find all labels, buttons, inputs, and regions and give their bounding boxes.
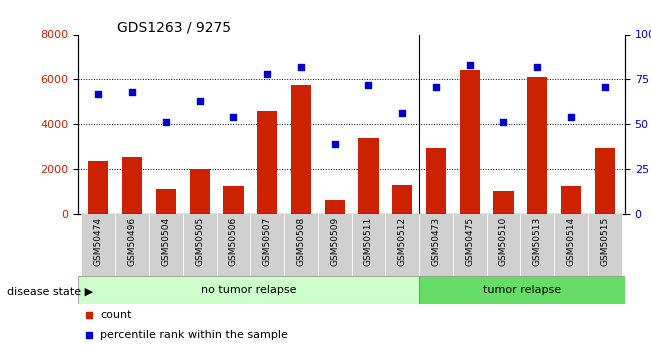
Bar (189, 169, 210, 214)
Bar (223, 186, 243, 214)
Text: GSM50507: GSM50507 (262, 217, 271, 266)
Bar (325, 200, 345, 214)
Text: disease state ▶: disease state ▶ (7, 287, 92, 296)
Point (566, 114, 576, 120)
Text: GSM50474: GSM50474 (94, 217, 103, 266)
Bar (561, 186, 581, 214)
Bar (250, 214, 284, 276)
Bar (257, 111, 277, 214)
Bar (520, 214, 554, 276)
Point (262, 71, 272, 77)
Text: GSM50504: GSM50504 (161, 217, 171, 266)
Text: GSM50506: GSM50506 (229, 217, 238, 266)
Bar (291, 85, 311, 214)
Text: GSM50513: GSM50513 (533, 217, 542, 266)
Bar (156, 189, 176, 214)
Bar (554, 214, 588, 276)
Point (127, 89, 137, 95)
Text: GSM50473: GSM50473 (432, 217, 441, 266)
Bar (217, 214, 250, 276)
Bar (89, 161, 109, 214)
Text: GSM50512: GSM50512 (398, 217, 407, 266)
Bar (486, 214, 520, 276)
Text: percentile rank within the sample: percentile rank within the sample (100, 330, 288, 339)
Point (498, 120, 508, 125)
Bar (594, 148, 615, 214)
Point (161, 120, 171, 125)
Text: GSM50496: GSM50496 (128, 217, 137, 266)
Point (600, 84, 610, 89)
Text: GSM50514: GSM50514 (566, 217, 575, 266)
Text: GSM50508: GSM50508 (296, 217, 305, 266)
Bar (318, 214, 352, 276)
Bar (392, 185, 412, 214)
Point (329, 141, 340, 147)
Point (93, 91, 104, 97)
Bar (78, 276, 419, 304)
Text: GSM50475: GSM50475 (465, 217, 474, 266)
Bar (493, 191, 514, 214)
Text: GSM50510: GSM50510 (499, 217, 508, 266)
Bar (385, 214, 419, 276)
Point (363, 82, 374, 88)
Point (397, 111, 408, 116)
Bar (527, 77, 547, 214)
Bar (115, 214, 149, 276)
Text: GSM50515: GSM50515 (600, 217, 609, 266)
Bar (149, 214, 183, 276)
Text: count: count (100, 310, 132, 320)
Text: no tumor relapse: no tumor relapse (201, 285, 296, 295)
Point (464, 62, 475, 68)
Point (296, 64, 306, 70)
Bar (183, 214, 217, 276)
Bar (460, 70, 480, 214)
Text: GDS1263 / 9275: GDS1263 / 9275 (117, 21, 231, 35)
Bar (81, 214, 115, 276)
Bar (358, 138, 378, 214)
Text: GSM50509: GSM50509 (330, 217, 339, 266)
Point (431, 84, 441, 89)
Bar (122, 157, 143, 214)
Text: GSM50505: GSM50505 (195, 217, 204, 266)
Bar (284, 214, 318, 276)
Point (195, 98, 205, 104)
Point (532, 64, 542, 70)
Bar (352, 214, 385, 276)
Point (229, 114, 239, 120)
Bar (588, 214, 622, 276)
Bar (426, 148, 446, 214)
Bar (453, 214, 486, 276)
Text: tumor relapse: tumor relapse (483, 285, 561, 295)
Bar (419, 214, 453, 276)
Bar (419, 276, 625, 304)
Text: GSM50511: GSM50511 (364, 217, 373, 266)
